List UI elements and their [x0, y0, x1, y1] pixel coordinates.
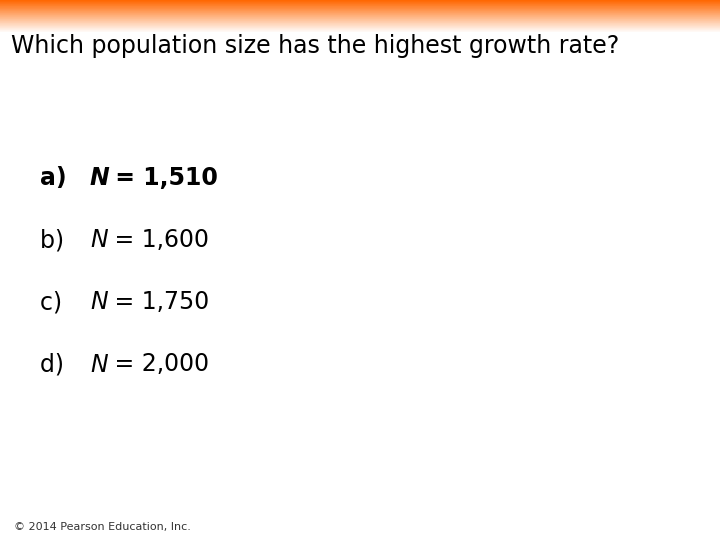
- Text: N: N: [90, 228, 107, 252]
- Text: N: N: [90, 353, 107, 376]
- Text: © 2014 Pearson Education, Inc.: © 2014 Pearson Education, Inc.: [14, 522, 192, 532]
- Text: a): a): [40, 166, 83, 190]
- Text: = 2,000: = 2,000: [107, 353, 209, 376]
- Text: = 1,750: = 1,750: [107, 291, 209, 314]
- Text: N: N: [90, 166, 109, 190]
- Text: d): d): [40, 353, 78, 376]
- Text: = 1,600: = 1,600: [107, 228, 209, 252]
- Text: Which population size has the highest growth rate?: Which population size has the highest gr…: [11, 34, 619, 58]
- Text: = 1,510: = 1,510: [107, 166, 217, 190]
- Text: c): c): [40, 291, 77, 314]
- Text: b): b): [40, 228, 78, 252]
- Text: N: N: [90, 291, 107, 314]
